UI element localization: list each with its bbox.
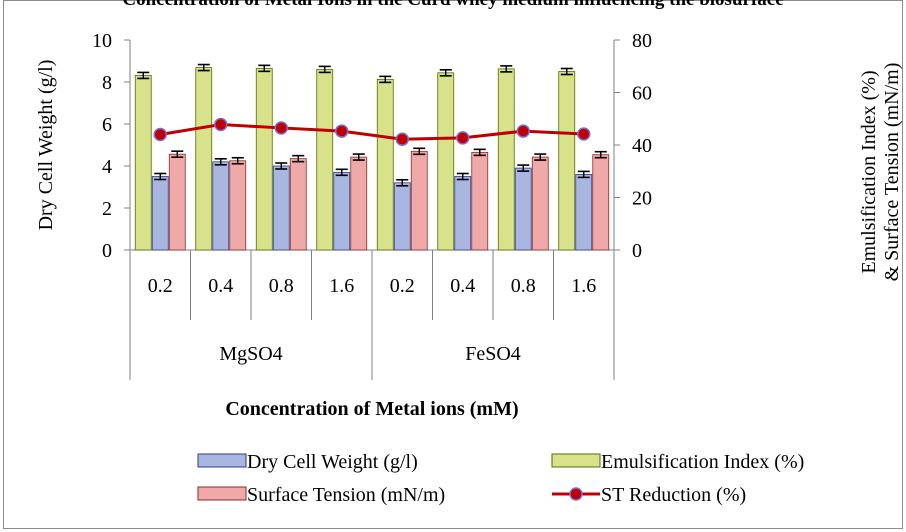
bar-dry — [151, 176, 169, 251]
category-label: 1.6 — [329, 275, 354, 297]
legend-swatch — [197, 453, 247, 468]
bar-emulsification — [255, 67, 273, 251]
bar-emulsification — [195, 67, 213, 251]
right-tick-label: 20 — [632, 188, 652, 210]
legend-label: ST Reduction (%) — [601, 484, 746, 506]
left-tick-label: 4 — [102, 156, 112, 178]
st-reduction-point — [214, 117, 228, 132]
st-reduction-point — [516, 124, 530, 138]
bar-dry — [575, 173, 593, 251]
bar-surface — [168, 153, 186, 251]
bar-dry — [393, 182, 411, 251]
bar-surface — [471, 151, 489, 251]
right-tick-label: 0 — [632, 240, 642, 262]
bar-surface — [350, 156, 368, 251]
st-reduction-point — [335, 124, 349, 138]
left-tick-label: 0 — [102, 240, 112, 262]
legend-swatch — [197, 486, 247, 501]
right-axis-title-line1: Emulsification Index (%) — [858, 70, 880, 273]
category-label: 1.6 — [571, 275, 596, 297]
st-reduction-line — [160, 123, 584, 141]
bar-emulsification — [497, 68, 515, 251]
bar-emulsification — [376, 78, 394, 251]
category-label: 0.4 — [208, 275, 233, 297]
legend-label: Surface Tension (mN/m) — [247, 484, 445, 506]
bar-surface — [229, 160, 247, 251]
bar-surface — [592, 154, 610, 251]
right-tick-label: 60 — [632, 83, 652, 105]
x-axis-title: Concentration of Metal ions (mM) — [225, 398, 518, 420]
chart-frame — [3, 0, 903, 529]
bar-dry — [514, 167, 532, 251]
bar-dry — [212, 161, 230, 251]
st-reduction-point — [274, 121, 288, 135]
legend-label: Dry Cell Weight (g/l) — [247, 451, 418, 473]
right-tick-label: 80 — [632, 30, 652, 52]
bar-dry — [454, 176, 472, 251]
bar-emulsification — [437, 72, 455, 251]
left-axis-title: Dry Cell Weight (g/l) — [35, 60, 57, 231]
left-tick-label: 6 — [102, 114, 112, 136]
bar-emulsification — [134, 75, 152, 251]
bar-dry — [272, 165, 290, 251]
bar-surface — [410, 150, 428, 251]
category-label: 0.4 — [450, 275, 475, 297]
left-tick-label: 10 — [92, 30, 112, 52]
bar-emulsification — [316, 69, 334, 251]
bar-surface — [531, 156, 549, 251]
legend-swatch — [551, 453, 601, 468]
legend-label: Emulsification Index (%) — [601, 451, 804, 473]
left-tick-label: 8 — [102, 72, 112, 94]
left-tick-label: 2 — [102, 198, 112, 220]
bar-dry — [333, 171, 351, 251]
right-tick-label: 40 — [632, 135, 652, 157]
st-reduction-point — [456, 131, 470, 145]
category-label: 0.2 — [148, 275, 173, 297]
category-label: 0.8 — [269, 275, 294, 297]
legend-marker — [569, 487, 583, 501]
group-label: FeSO4 — [465, 343, 521, 365]
group-label: MgSO4 — [219, 343, 282, 365]
chart-title: Concentration of Metal Ions in the Curd … — [0, 0, 906, 11]
st-reduction-point — [395, 132, 409, 146]
category-label: 0.8 — [511, 275, 536, 297]
bar-surface — [289, 158, 307, 251]
st-reduction-point — [577, 127, 591, 141]
st-reduction-point — [153, 127, 167, 142]
right-axis-title-line2: & Surface Tension (mN/m) — [881, 63, 903, 282]
category-label: 0.2 — [390, 275, 415, 297]
bar-emulsification — [558, 71, 576, 251]
